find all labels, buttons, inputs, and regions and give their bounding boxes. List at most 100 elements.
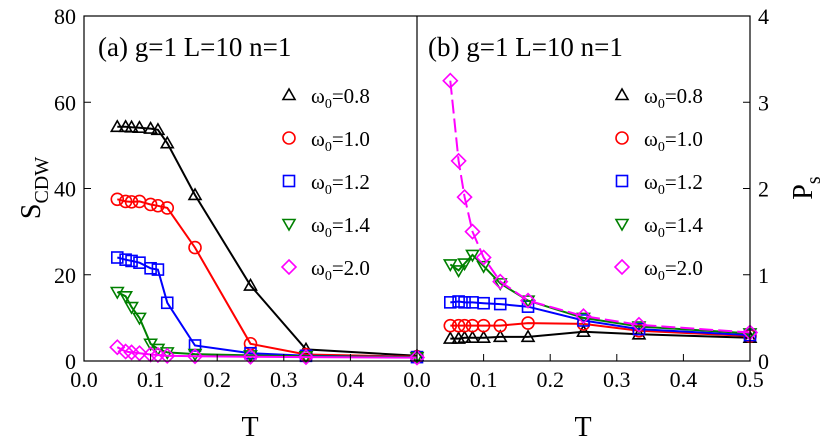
- data-point: [160, 296, 174, 310]
- data-point: [160, 201, 175, 215]
- y-tick-label: 0: [758, 349, 769, 374]
- svg-text:SCDW: SCDW: [16, 157, 53, 219]
- x-tick-label: 0.2: [536, 367, 564, 392]
- data-point: [124, 195, 139, 209]
- series-line: [450, 300, 751, 337]
- y-tick-label: 0: [65, 349, 76, 374]
- svg-text:Ps: Ps: [788, 176, 825, 200]
- x-tick-label: 0.5: [736, 367, 764, 392]
- panel-a-ticks: 0.0 0.1 0.2 0.3 0.4 0 20 40 60 80: [54, 4, 364, 392]
- y-tick-label: 40: [54, 177, 76, 202]
- x-tick-label: 0.1: [137, 367, 165, 392]
- data-point: [451, 265, 467, 279]
- legend-marker: [615, 131, 629, 145]
- x-tick-label: 0.2: [203, 367, 231, 392]
- data-point: [450, 152, 467, 170]
- data-point: [493, 297, 507, 311]
- x-tick-label: 0.0: [403, 367, 431, 392]
- data-point: [124, 301, 139, 315]
- data-point: [476, 260, 491, 274]
- data-point: [575, 308, 592, 325]
- legend-label: ω0=0.8: [311, 84, 370, 112]
- panel-b-y-axis-sub: s: [803, 176, 825, 184]
- x-tick-label: 0.1: [470, 367, 498, 392]
- data-point: [188, 240, 202, 255]
- legend-label: ω0=1.0: [644, 127, 703, 155]
- legend-marker: [281, 218, 297, 232]
- data-point: [458, 296, 471, 309]
- panel-a-legend: ω0=0.8 ω0=1.0 ω0=1.2 ω0=1.4 ω0=2.0: [280, 84, 370, 284]
- data-point: [242, 348, 259, 365]
- legend-label: ω0=1.4: [644, 213, 703, 241]
- data-point: [631, 326, 647, 340]
- data-point: [577, 314, 590, 327]
- legend-label: ω0=1.0: [311, 127, 370, 155]
- x-tick-label: 0.4: [670, 367, 698, 392]
- data-point: [408, 349, 426, 366]
- panel-b: (b) g=1 L=10 n=1 0.0 0.1 0.2 0.3 0.4 0.50 1 2 3 4…: [403, 4, 825, 442]
- series-2: [443, 295, 757, 342]
- panel-b-y-axis-main: P: [788, 184, 819, 200]
- series-1: [443, 316, 757, 343]
- legend-marker: [614, 87, 630, 101]
- x-tick-label: 0.4: [337, 367, 365, 392]
- legend-label: ω0=1.2: [644, 170, 703, 198]
- y-tick-label: 2: [758, 177, 769, 202]
- x-tick-label: 0.3: [270, 367, 298, 392]
- panel-b-y-axis-title: Ps: [788, 176, 825, 200]
- y-tick-label: 80: [54, 4, 76, 29]
- data-point: [159, 135, 175, 149]
- data-point: [465, 330, 480, 344]
- series-line: [117, 125, 418, 357]
- series-1: [110, 192, 424, 364]
- series-4: [442, 72, 759, 341]
- y-tick-label: 60: [54, 90, 76, 115]
- data-point: [144, 261, 157, 275]
- data-point: [476, 330, 491, 344]
- panel-a-y-axis-main: S: [16, 204, 47, 220]
- legend-marker: [281, 87, 297, 101]
- data-point: [632, 322, 646, 336]
- data-point: [477, 296, 490, 310]
- series-3: [109, 286, 425, 365]
- legend-marker: [613, 258, 631, 276]
- series-line: [117, 198, 418, 358]
- data-point: [143, 197, 158, 212]
- data-point: [492, 273, 509, 290]
- panel-a-plot: [109, 119, 426, 366]
- data-point: [475, 249, 492, 266]
- legend-marker: [280, 258, 298, 276]
- panel-a: (a) g=1 L=10 n=1 0.0 0.1 0.2 0.3 0.4 0 20 40 60 8…: [16, 4, 426, 442]
- legend-label: ω0=2.0: [644, 256, 703, 284]
- panel-b-legend: ω0=0.8 ω0=1.0 ω0=1.2 ω0=1.4 ω0=2.0: [613, 84, 703, 284]
- data-point: [150, 122, 166, 136]
- series-line: [117, 256, 418, 359]
- data-point: [443, 318, 458, 333]
- panel-b-title: (b) g=1 L=10 n=1: [428, 32, 623, 62]
- data-point: [520, 295, 536, 309]
- data-point: [132, 120, 147, 133]
- data-point: [109, 119, 125, 133]
- y-tick-label: 4: [758, 4, 769, 29]
- data-point: [143, 120, 158, 134]
- data-point: [451, 318, 466, 333]
- data-point: [442, 72, 459, 89]
- legend-marker: [615, 174, 629, 188]
- panel-a-y-axis-sub: CDW: [31, 157, 53, 204]
- data-point: [492, 329, 508, 343]
- data-point: [443, 296, 457, 309]
- data-point: [159, 347, 176, 364]
- data-point: [465, 318, 480, 333]
- data-point: [188, 339, 202, 352]
- series-line: [450, 322, 751, 337]
- legend-marker: [282, 174, 296, 188]
- legend-label: ω0=0.8: [644, 84, 703, 112]
- data-point: [520, 329, 536, 343]
- y-tick-label: 20: [54, 263, 76, 288]
- series-4: [109, 339, 426, 366]
- panel-b-plot: [442, 72, 759, 344]
- data-point: [521, 316, 535, 330]
- legend-label: ω0=2.0: [311, 256, 370, 284]
- series-0: [109, 119, 425, 362]
